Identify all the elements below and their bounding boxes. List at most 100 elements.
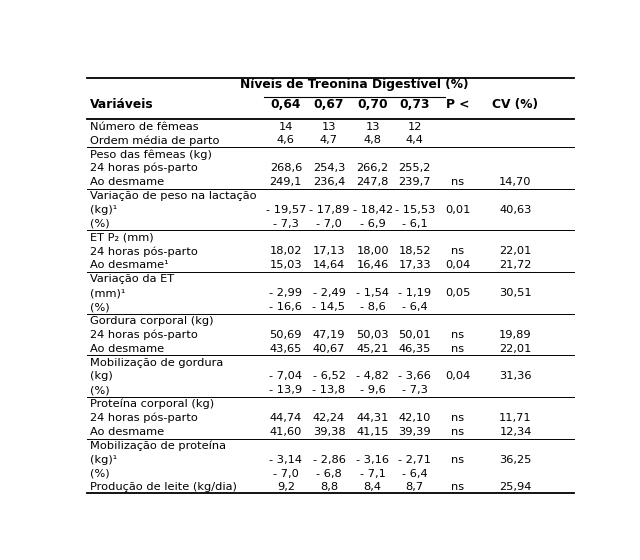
Text: - 7,04: - 7,04 <box>269 371 302 381</box>
Text: 8,8: 8,8 <box>320 482 338 492</box>
Text: Mobilização de proteína: Mobilização de proteína <box>90 441 226 451</box>
Text: 41,60: 41,60 <box>269 427 302 437</box>
Text: - 13,9: - 13,9 <box>269 385 303 395</box>
Text: 4,6: 4,6 <box>277 136 295 146</box>
Text: - 4,82: - 4,82 <box>356 371 389 381</box>
Text: - 8,6: - 8,6 <box>360 302 385 312</box>
Text: 39,38: 39,38 <box>313 427 346 437</box>
Text: 0,64: 0,64 <box>271 99 301 111</box>
Text: Ao desmame: Ao desmame <box>90 344 164 354</box>
Text: ET P₂ (mm): ET P₂ (mm) <box>90 232 154 242</box>
Text: 19,89: 19,89 <box>499 330 532 340</box>
Text: - 9,6: - 9,6 <box>360 385 385 395</box>
Text: 24 horas pós-parto: 24 horas pós-parto <box>90 413 198 423</box>
Text: - 2,86: - 2,86 <box>312 455 346 465</box>
Text: ns: ns <box>451 177 465 187</box>
Text: 12: 12 <box>408 122 422 132</box>
Text: - 6,1: - 6,1 <box>402 219 428 228</box>
Text: 44,74: 44,74 <box>269 413 302 423</box>
Text: - 6,8: - 6,8 <box>316 469 342 479</box>
Text: 30,51: 30,51 <box>499 288 532 298</box>
Text: - 7,3: - 7,3 <box>402 385 428 395</box>
Text: - 19,57: - 19,57 <box>266 205 306 215</box>
Text: 25,94: 25,94 <box>499 482 532 492</box>
Text: (kg)¹: (kg)¹ <box>90 205 117 215</box>
Text: 21,72: 21,72 <box>499 260 532 270</box>
Text: 9,2: 9,2 <box>277 482 295 492</box>
Text: 4,7: 4,7 <box>320 136 338 146</box>
Text: - 16,6: - 16,6 <box>269 302 302 312</box>
Text: - 7,3: - 7,3 <box>273 219 299 228</box>
Text: 236,4: 236,4 <box>313 177 345 187</box>
Text: Ordem média de parto: Ordem média de parto <box>90 135 220 146</box>
Text: - 17,89: - 17,89 <box>309 205 349 215</box>
Text: - 7,0: - 7,0 <box>273 469 299 479</box>
Text: 12,34: 12,34 <box>499 427 532 437</box>
Text: - 6,4: - 6,4 <box>402 469 428 479</box>
Text: 8,7: 8,7 <box>406 482 424 492</box>
Text: 24 horas pós-parto: 24 horas pós-parto <box>90 163 198 174</box>
Text: 0,73: 0,73 <box>399 99 430 111</box>
Text: 47,19: 47,19 <box>313 330 345 340</box>
Text: 0,01: 0,01 <box>445 205 470 215</box>
Text: - 6,4: - 6,4 <box>402 302 428 312</box>
Text: - 2,49: - 2,49 <box>312 288 346 298</box>
Text: (kg)¹: (kg)¹ <box>90 455 117 465</box>
Text: 16,46: 16,46 <box>356 260 388 270</box>
Text: 17,33: 17,33 <box>399 260 431 270</box>
Text: Variação de peso na lactação: Variação de peso na lactação <box>90 191 257 201</box>
Text: 247,8: 247,8 <box>356 177 389 187</box>
Text: 14,70: 14,70 <box>499 177 532 187</box>
Text: 44,31: 44,31 <box>356 413 389 423</box>
Text: - 2,99: - 2,99 <box>269 288 302 298</box>
Text: 13: 13 <box>365 122 380 132</box>
Text: ns: ns <box>451 246 465 256</box>
Text: 41,15: 41,15 <box>356 427 389 437</box>
Text: 266,2: 266,2 <box>356 163 388 173</box>
Text: - 3,14: - 3,14 <box>269 455 302 465</box>
Text: ns: ns <box>451 427 465 437</box>
Text: ns: ns <box>451 344 465 354</box>
Text: Ao desmame: Ao desmame <box>90 177 164 187</box>
Text: Peso das fêmeas (kg): Peso das fêmeas (kg) <box>90 149 212 160</box>
Text: Ao desmame: Ao desmame <box>90 427 164 437</box>
Text: Proteína corporal (kg): Proteína corporal (kg) <box>90 399 214 409</box>
Text: 18,52: 18,52 <box>399 246 431 256</box>
Text: ns: ns <box>451 455 465 465</box>
Text: 18,02: 18,02 <box>269 246 302 256</box>
Text: - 6,9: - 6,9 <box>360 219 385 228</box>
Text: Produção de leite (kg/dia): Produção de leite (kg/dia) <box>90 482 237 492</box>
Text: (%): (%) <box>90 385 109 395</box>
Text: 22,01: 22,01 <box>499 246 532 256</box>
Text: 13: 13 <box>322 122 336 132</box>
Text: - 3,66: - 3,66 <box>398 371 431 381</box>
Text: (%): (%) <box>90 302 109 312</box>
Text: - 1,54: - 1,54 <box>356 288 389 298</box>
Text: - 13,8: - 13,8 <box>312 385 346 395</box>
Text: (%): (%) <box>90 469 109 479</box>
Text: 4,8: 4,8 <box>364 136 381 146</box>
Text: 0,05: 0,05 <box>445 288 470 298</box>
Text: - 14,5: - 14,5 <box>312 302 346 312</box>
Text: 268,6: 268,6 <box>269 163 302 173</box>
Text: (kg): (kg) <box>90 371 113 381</box>
Text: ns: ns <box>451 413 465 423</box>
Text: 50,03: 50,03 <box>356 330 389 340</box>
Text: 239,7: 239,7 <box>399 177 431 187</box>
Text: - 1,19: - 1,19 <box>398 288 431 298</box>
Text: (%): (%) <box>90 219 109 228</box>
Text: 4,4: 4,4 <box>406 136 424 146</box>
Text: 24 horas pós-parto: 24 horas pós-parto <box>90 246 198 256</box>
Text: Número de fêmeas: Número de fêmeas <box>90 122 198 132</box>
Text: Ao desmame¹: Ao desmame¹ <box>90 260 168 270</box>
Text: ns: ns <box>451 330 465 340</box>
Text: - 18,42: - 18,42 <box>353 205 393 215</box>
Text: 14,64: 14,64 <box>313 260 345 270</box>
Text: 15,03: 15,03 <box>269 260 302 270</box>
Text: 40,63: 40,63 <box>499 205 532 215</box>
Text: 31,36: 31,36 <box>499 371 532 381</box>
Text: 24 horas pós-parto: 24 horas pós-parto <box>90 329 198 340</box>
Text: 40,67: 40,67 <box>313 344 345 354</box>
Text: - 2,71: - 2,71 <box>398 455 431 465</box>
Text: 50,69: 50,69 <box>269 330 302 340</box>
